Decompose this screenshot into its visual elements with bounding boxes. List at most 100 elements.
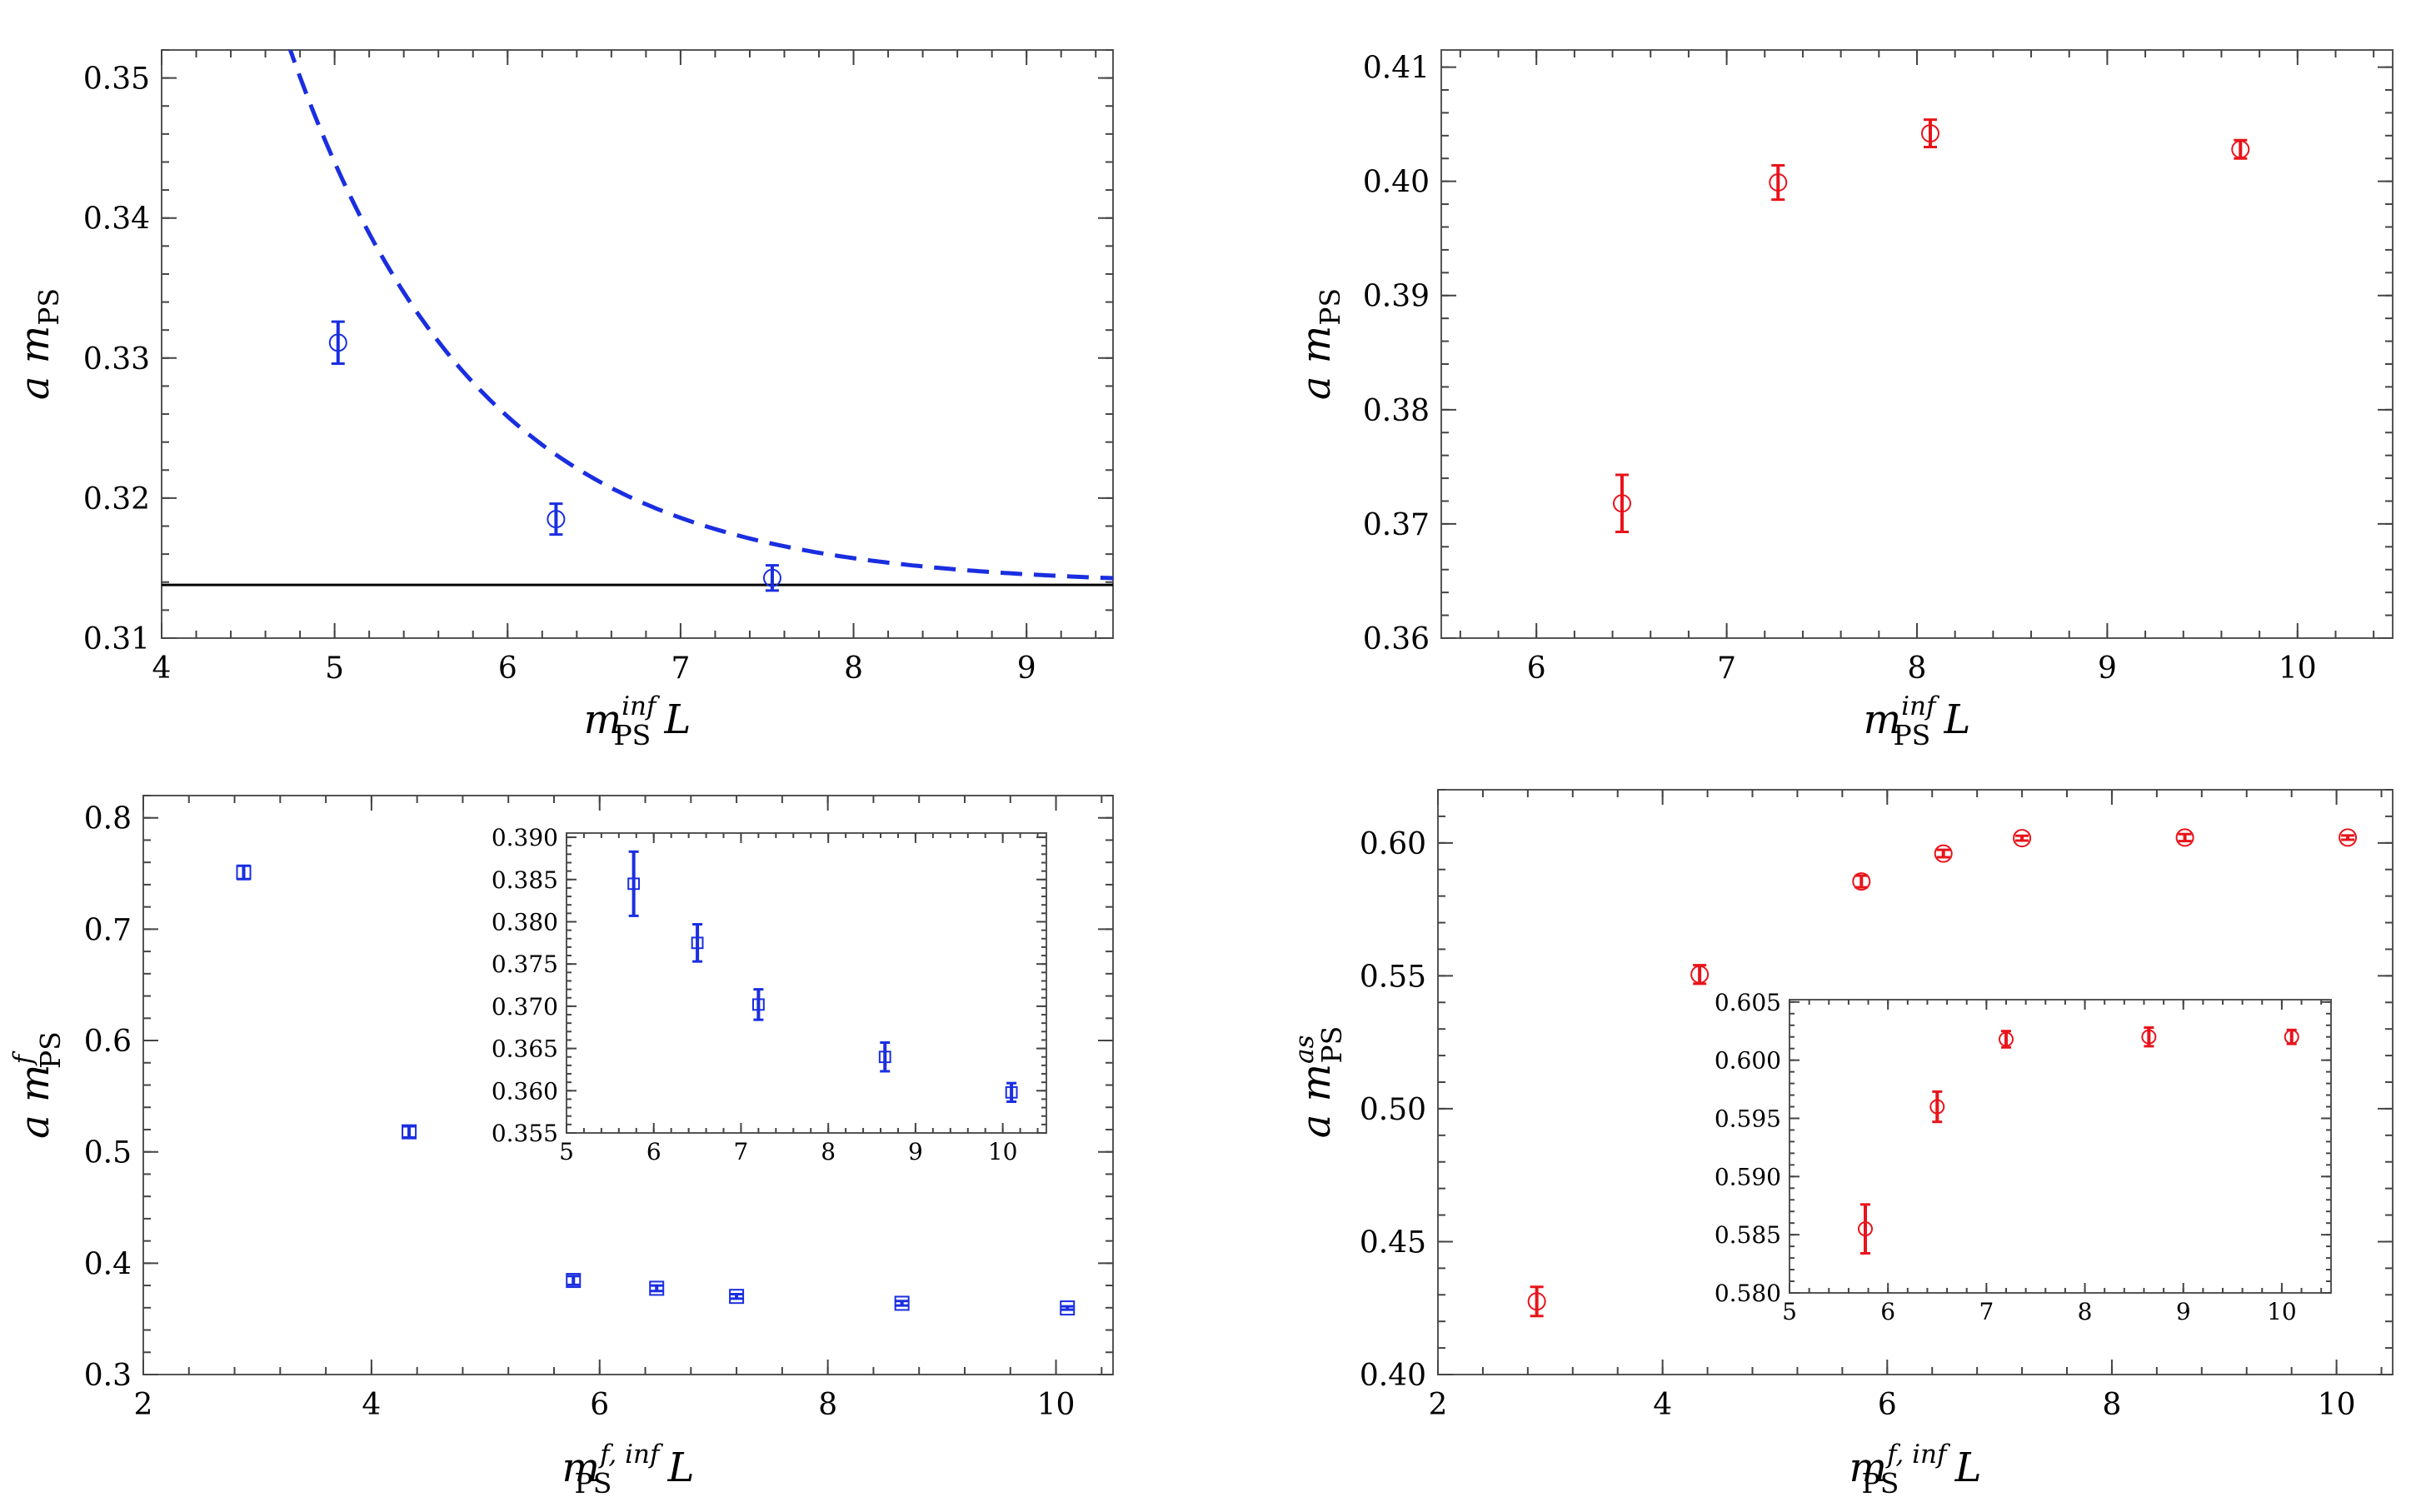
marker-circle [1929,1099,1945,1115]
data-point [1929,1090,1945,1124]
y-axis-label: a mPS [12,288,65,400]
x-tick-label: 10 [2318,1388,2356,1422]
marker-circle [1690,965,1710,984]
marker-circle [2013,829,2032,848]
x-tick-label: 2 [1429,1388,1448,1422]
x-tick-label: 10 [2279,651,2317,686]
y-tick-label: 0.36 [1363,622,1430,656]
data-point [1690,964,1710,986]
y-axis-label-sub: PS [1315,1026,1348,1064]
y-tick-label: 0.360 [492,1077,558,1105]
x-axis-label-sub: PS [575,1467,612,1500]
y-axis-label-sub: PS [1314,288,1346,326]
y-axis-label-main: a m [12,1064,58,1138]
y-tick-label: 0.40 [1360,1359,1426,1393]
marker-square [691,936,704,950]
y-tick-label: 0.590 [1715,1163,1781,1190]
y-axis-label: a mfPS [8,1031,67,1139]
x-tick-label: 8 [1908,651,1927,686]
marker-circle [1934,844,1953,863]
data-point [1920,118,1939,149]
y-tick-label: 0.6 [84,1025,132,1059]
marker-circle [1999,1031,2014,1047]
data-point [1060,1300,1076,1316]
y-tick-label: 0.34 [83,202,150,237]
x-axis-label-tail: L [1942,1445,1981,1491]
x-axis-label: minf PS L [584,691,691,751]
y-tick-label: 0.60 [1360,827,1426,861]
x-tick-label: 8 [2078,1298,2093,1325]
x-tick-label: 6 [590,1388,609,1422]
x-axis-label-tail: L [655,1445,694,1491]
data-point [2339,828,2358,847]
y-tick-label: 0.375 [492,951,558,978]
y-axis-label-sub: PS [32,288,65,326]
x-tick-label: 5 [325,651,344,686]
x-axis-label-sub: PS [1893,719,1930,751]
plot-frame [161,49,1114,639]
data-point [2013,829,2032,848]
data-point [1858,1203,1873,1255]
y-tick-label: 0.365 [492,1035,558,1063]
plot-frame [1789,999,2332,1294]
y-axis-label: a masPS [1290,1026,1348,1139]
x-axis-label-main: m [584,696,622,743]
marker-circle [1858,1221,1873,1237]
x-tick-label: 5 [1782,1298,1797,1325]
inset-plot: 5 6 7 8 9 10 0.355 0.360 0.365 0.370 0.375 0.380 0.3… [492,824,1047,1165]
x-tick-label: 10 [2267,1298,2297,1325]
marker-square [566,1273,582,1289]
x-axis-label-sub: PS [613,719,651,751]
x-axis-label-main: m [1864,696,1902,743]
marker-circle [2231,140,2250,159]
plot-frame [566,832,1047,1134]
inset-plot: 5 6 7 8 9 10 0.580 0.585 0.590 0.595 0.600 0.605 [1715,989,2332,1325]
x-tick-label: 9 [1017,651,1036,686]
data-point [762,564,781,592]
data-point [1527,1285,1546,1318]
y-tick-label: 0.37 [1363,508,1430,542]
y-axis-label: a mPS [1293,288,1346,400]
data-point [1999,1030,2014,1049]
data-point [2284,1028,2299,1045]
data-point [2141,1026,2157,1048]
y-tick-label: 0.50 [1360,1093,1426,1127]
data-point [1852,872,1871,891]
marker-circle [1769,173,1788,192]
marker-circle [2284,1029,2299,1045]
x-tick-label: 4 [152,651,172,686]
y-tick-label: 0.35 [83,62,150,97]
data-point [752,988,765,1021]
y-axis-label-main: a m [1293,1064,1340,1138]
x-tick-label: 9 [2176,1298,2191,1325]
x-tick-label: 4 [362,1388,381,1422]
y-tick-label: 0.31 [83,622,150,656]
y-tick-label: 0.38 [1363,394,1430,428]
y-tick-label: 0.5 [84,1136,132,1170]
x-tick-label: 8 [818,1388,837,1422]
x-tick-label: 7 [1717,651,1736,686]
marker-circle [2141,1029,2157,1045]
y-tick-label: 0.45 [1360,1225,1426,1260]
marker-circle [2175,828,2194,847]
marker-square [729,1289,745,1305]
y-tick-label: 0.595 [1715,1105,1781,1132]
x-tick-label: 8 [2102,1388,2121,1422]
panel-bottom-right: 2 4 6 8 100.400.450.500.550.605 6 7 8 9 100.5800.… [1290,789,2394,1500]
marker-square [894,1295,910,1311]
data-point [691,923,704,963]
marker-circle [1527,1292,1546,1311]
y-tick-label: 0.585 [1715,1221,1781,1249]
x-axis-label: mf, inf PS L [1849,1440,1982,1500]
y-tick-label: 0.7 [84,913,132,947]
x-axis-label-sup: f, inf [598,1440,664,1470]
x-axis-label-main: m [562,1445,601,1491]
x-tick-label: 7 [671,651,690,686]
marker-circle [1920,124,1939,143]
data-point [547,502,566,536]
marker-circle [1852,872,1871,891]
x-tick-label: 10 [1037,1388,1076,1422]
inset-background [1790,1000,2331,1293]
marker-square [402,1124,417,1140]
